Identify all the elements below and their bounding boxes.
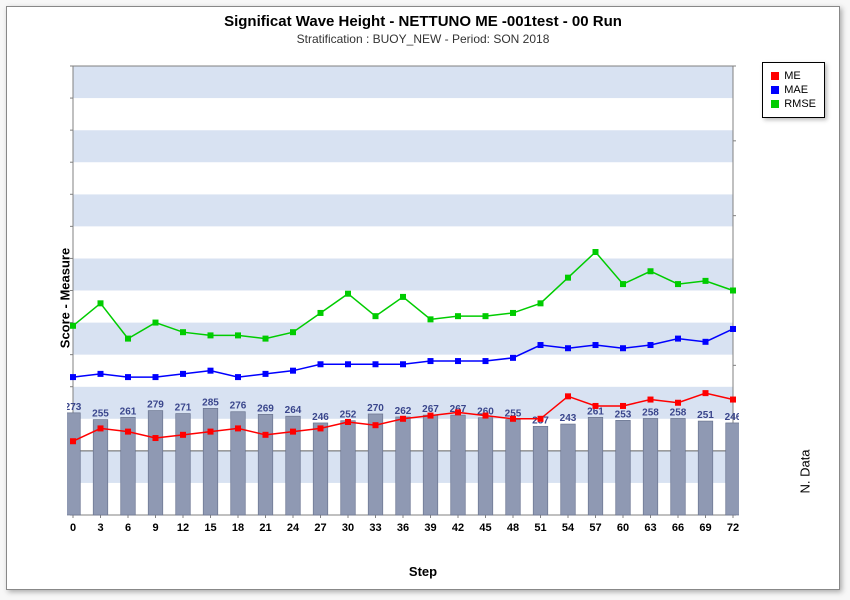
legend-label: RMSE: [784, 98, 816, 110]
svg-text:48: 48: [507, 522, 519, 534]
svg-text:261: 261: [120, 406, 137, 417]
svg-text:18: 18: [232, 522, 244, 534]
svg-text:51: 51: [534, 522, 546, 534]
svg-text:30: 30: [342, 522, 354, 534]
legend-item: ME: [771, 70, 816, 82]
svg-text:273: 273: [67, 402, 82, 413]
svg-text:243: 243: [560, 413, 577, 424]
svg-text:45: 45: [479, 522, 491, 534]
svg-text:285: 285: [202, 397, 219, 408]
svg-text:33: 33: [369, 522, 381, 534]
svg-text:279: 279: [147, 400, 164, 411]
svg-text:42: 42: [452, 522, 464, 534]
svg-text:276: 276: [230, 401, 247, 412]
svg-text:66: 66: [672, 522, 684, 534]
chart-panel: Significat Wave Height - NETTUNO ME -001…: [6, 6, 840, 590]
svg-text:21: 21: [259, 522, 271, 534]
svg-text:246: 246: [312, 412, 329, 423]
chart-container: Significat Wave Height - NETTUNO ME -001…: [0, 0, 850, 600]
svg-text:24: 24: [287, 522, 300, 534]
legend-marker-icon: [771, 86, 779, 94]
legend-marker-icon: [771, 100, 779, 108]
svg-text:72: 72: [727, 522, 739, 534]
legend-item: RMSE: [771, 98, 816, 110]
svg-text:54: 54: [562, 522, 575, 534]
svg-text:63: 63: [644, 522, 656, 534]
legend-marker-icon: [771, 72, 779, 80]
svg-text:246: 246: [725, 412, 739, 423]
svg-text:255: 255: [92, 409, 109, 420]
legend-label: MAE: [784, 84, 808, 96]
svg-text:3: 3: [97, 522, 103, 534]
svg-text:269: 269: [257, 403, 274, 414]
svg-text:258: 258: [670, 407, 687, 418]
svg-text:0: 0: [70, 522, 76, 534]
svg-text:251: 251: [697, 410, 714, 421]
svg-text:15: 15: [204, 522, 216, 534]
x-axis-label: Step: [409, 564, 437, 579]
svg-text:27: 27: [314, 522, 326, 534]
svg-text:258: 258: [642, 407, 659, 418]
svg-text:264: 264: [285, 405, 302, 416]
svg-text:9: 9: [152, 522, 158, 534]
svg-text:271: 271: [175, 403, 192, 414]
svg-text:12: 12: [177, 522, 189, 534]
svg-text:36: 36: [397, 522, 409, 534]
legend-label: ME: [784, 70, 801, 82]
legend-item: MAE: [771, 84, 816, 96]
svg-text:270: 270: [367, 403, 384, 414]
svg-text:262: 262: [395, 406, 412, 417]
svg-text:39: 39: [424, 522, 436, 534]
plot-svg: -0.2-0.10.00.10.20.30.40.50.60.70.80.91.…: [67, 62, 739, 539]
svg-text:57: 57: [589, 522, 601, 534]
svg-text:6: 6: [125, 522, 131, 534]
y-axis-right-label: N. Data: [797, 449, 812, 493]
svg-text:60: 60: [617, 522, 629, 534]
chart-subtitle: Stratification : BUOY_NEW - Period: SON …: [7, 32, 839, 46]
svg-text:253: 253: [615, 409, 632, 420]
chart-title: Significat Wave Height - NETTUNO ME -001…: [7, 13, 839, 30]
plot-area: -0.2-0.10.00.10.20.30.40.50.60.70.80.91.…: [67, 62, 739, 539]
svg-text:69: 69: [699, 522, 711, 534]
legend: ME MAE RMSE: [762, 62, 825, 118]
